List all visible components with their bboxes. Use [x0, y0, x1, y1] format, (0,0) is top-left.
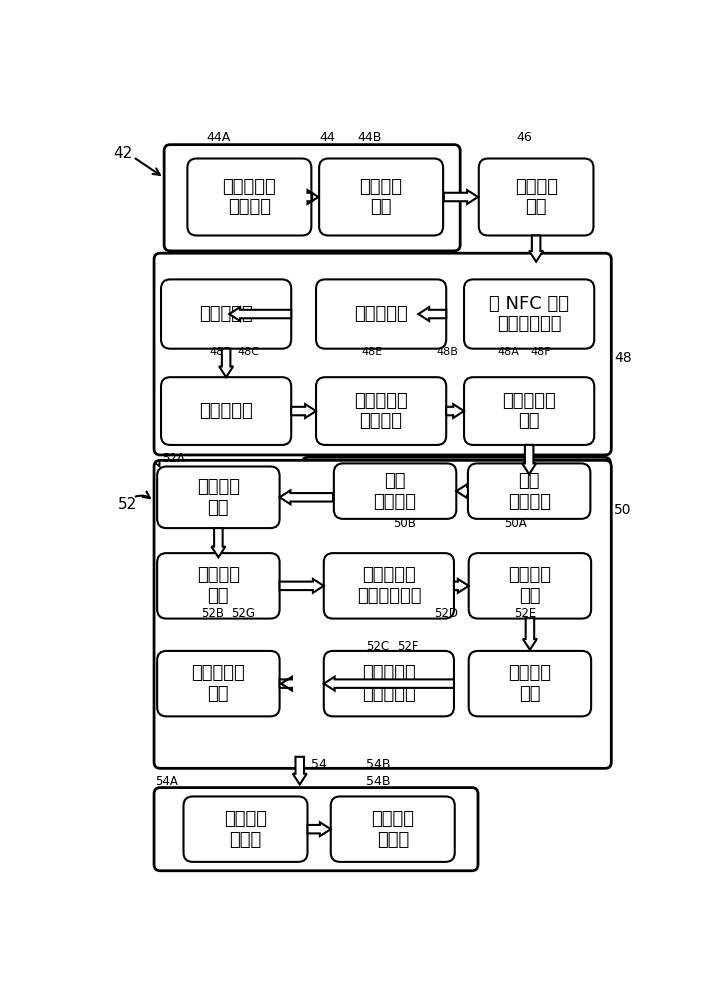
FancyBboxPatch shape	[468, 553, 592, 619]
FancyBboxPatch shape	[183, 796, 308, 862]
Text: 48A: 48A	[497, 347, 519, 357]
Text: 50: 50	[615, 503, 632, 517]
Polygon shape	[279, 677, 292, 691]
FancyBboxPatch shape	[161, 377, 291, 445]
FancyBboxPatch shape	[464, 279, 594, 349]
Text: 52A: 52A	[161, 452, 185, 465]
Text: 50A: 50A	[505, 517, 527, 530]
Text: 检索平面
布置图: 检索平面 布置图	[224, 810, 267, 849]
FancyBboxPatch shape	[164, 145, 460, 251]
Polygon shape	[522, 445, 536, 474]
Text: 修正线缆
标签: 修正线缆 标签	[508, 664, 552, 703]
Text: 44: 44	[319, 131, 335, 144]
Text: 自动地制定
线缆标签: 自动地制定 线缆标签	[222, 178, 277, 216]
Polygon shape	[308, 822, 331, 836]
FancyBboxPatch shape	[334, 463, 456, 519]
FancyBboxPatch shape	[464, 377, 594, 445]
Polygon shape	[446, 404, 464, 418]
Text: 52D: 52D	[434, 607, 458, 620]
Text: 从 NFC 标签
接收身份信息: 从 NFC 标签 接收身份信息	[489, 295, 569, 333]
Text: 44A: 44A	[207, 131, 231, 144]
FancyBboxPatch shape	[302, 457, 610, 525]
Text: 48F: 48F	[531, 347, 551, 357]
FancyBboxPatch shape	[161, 279, 291, 349]
Text: 验证登录
信息: 验证登录 信息	[515, 178, 557, 216]
Text: 48: 48	[615, 351, 632, 365]
Text: 存储线缆
标签: 存储线缆 标签	[360, 178, 403, 216]
Text: 54A: 54A	[156, 775, 179, 788]
FancyBboxPatch shape	[157, 651, 279, 716]
FancyBboxPatch shape	[316, 279, 446, 349]
Text: 修正布线图: 修正布线图	[199, 402, 253, 420]
Polygon shape	[444, 190, 478, 204]
Text: 检索布线图: 检索布线图	[354, 305, 408, 323]
FancyBboxPatch shape	[324, 553, 454, 619]
FancyBboxPatch shape	[316, 377, 446, 445]
FancyBboxPatch shape	[324, 651, 454, 716]
Text: 52B: 52B	[201, 607, 224, 620]
Polygon shape	[308, 190, 319, 204]
Text: 54: 54	[311, 758, 327, 771]
Text: 52: 52	[117, 497, 137, 512]
Text: 储存经修正
的布线图: 储存经修正 的布线图	[354, 392, 408, 430]
Text: 50B: 50B	[392, 517, 416, 530]
Text: 48B: 48B	[437, 347, 459, 357]
Text: 54B: 54B	[366, 758, 390, 771]
Text: 54B: 54B	[366, 775, 391, 788]
Text: 52G: 52G	[232, 607, 256, 620]
Text: 显示
手动指令: 显示 手动指令	[374, 472, 416, 511]
FancyBboxPatch shape	[479, 158, 594, 235]
FancyBboxPatch shape	[331, 796, 455, 862]
Text: 52F: 52F	[397, 640, 418, 653]
FancyBboxPatch shape	[154, 788, 478, 871]
Text: 检索线缆
标签: 检索线缆 标签	[197, 478, 240, 517]
FancyBboxPatch shape	[468, 651, 592, 716]
Polygon shape	[292, 757, 307, 785]
Polygon shape	[211, 528, 225, 557]
Text: 显示线缆
标签: 显示线缆 标签	[197, 566, 240, 605]
FancyBboxPatch shape	[154, 253, 611, 455]
Text: 48E: 48E	[362, 347, 383, 357]
Polygon shape	[279, 490, 333, 504]
Polygon shape	[418, 307, 446, 321]
Text: 存储新身份
信息: 存储新身份 信息	[192, 664, 245, 703]
Polygon shape	[291, 404, 316, 418]
FancyBboxPatch shape	[154, 460, 611, 768]
Polygon shape	[454, 579, 468, 593]
FancyBboxPatch shape	[157, 466, 279, 528]
Polygon shape	[219, 349, 233, 377]
FancyBboxPatch shape	[468, 463, 590, 519]
Text: 显示平面
布置图: 显示平面 布置图	[371, 810, 414, 849]
Text: 52C: 52C	[366, 640, 390, 653]
Text: 44B: 44B	[358, 131, 382, 144]
Text: 存储经修正
的线缆标签: 存储经修正 的线缆标签	[362, 664, 416, 703]
Polygon shape	[279, 579, 324, 593]
Polygon shape	[456, 484, 468, 498]
FancyBboxPatch shape	[188, 158, 311, 235]
Text: 将线缆标签
传送到打印机: 将线缆标签 传送到打印机	[357, 566, 421, 605]
Polygon shape	[230, 307, 291, 321]
Polygon shape	[529, 235, 543, 262]
Text: 检索
手动指令: 检索 手动指令	[508, 472, 551, 511]
Text: 46: 46	[516, 131, 531, 144]
FancyBboxPatch shape	[319, 158, 443, 235]
FancyBboxPatch shape	[157, 553, 279, 619]
Polygon shape	[324, 677, 454, 691]
Text: 52E: 52E	[515, 607, 536, 620]
Polygon shape	[523, 618, 537, 650]
Text: 打印线缆
标签: 打印线缆 标签	[508, 566, 552, 605]
Text: 48C: 48C	[237, 347, 259, 357]
Text: 48D: 48D	[209, 347, 232, 357]
Text: 显示布线图: 显示布线图	[199, 305, 253, 323]
Text: 储存新身份
信息: 储存新身份 信息	[502, 392, 556, 430]
Text: 42: 42	[114, 146, 133, 161]
